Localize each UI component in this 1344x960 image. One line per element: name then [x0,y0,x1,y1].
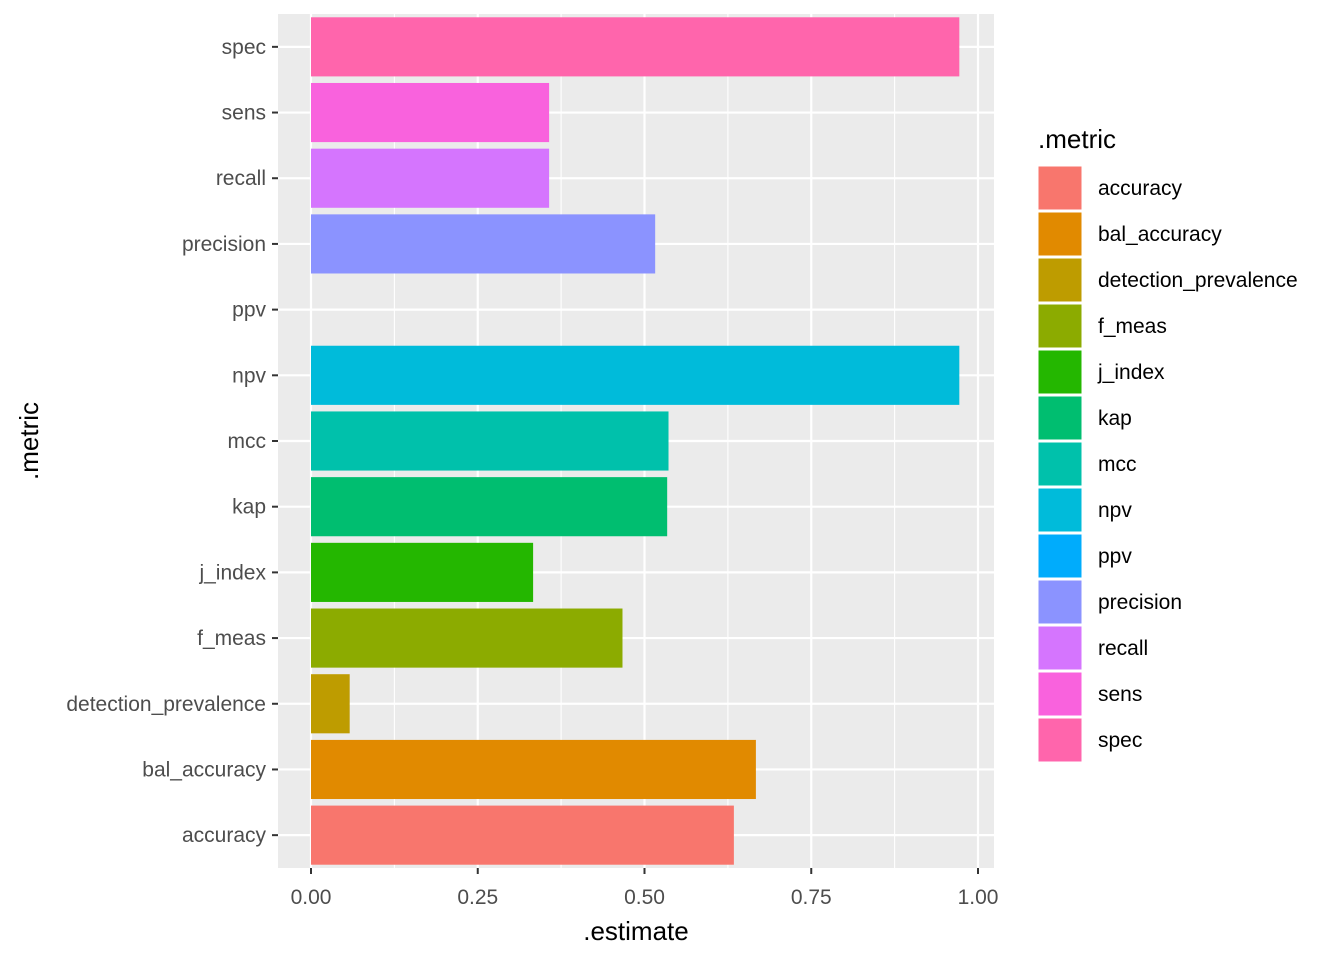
y-tick-label: precision [182,233,266,256]
legend-label: ppv [1098,545,1132,568]
y-tick-label: bal_accuracy [142,758,266,781]
bar-mcc [311,411,669,471]
legend-key-recall [1037,625,1083,671]
y-tick-label: ppv [232,299,266,322]
y-axis-title: .metric [14,402,44,480]
y-tick-label: kap [232,496,266,519]
y-tick-label: npv [232,364,266,387]
legend-key-precision [1037,579,1083,625]
y-tick-label: f_meas [197,627,266,650]
legend-label: npv [1098,499,1132,522]
legend-label: sens [1098,683,1142,706]
y-tick-label: recall [216,167,266,190]
legend-key-j-index [1037,349,1083,395]
bar-recall [311,148,550,208]
x-tick-label: 1.00 [958,886,999,909]
bar-npv [311,345,960,405]
x-tick-label: 0.75 [791,886,832,909]
bar-detection-prevalence [311,674,350,734]
bar-f-meas [311,608,623,668]
x-tick-label: 0.00 [291,886,332,909]
legend-key-sens [1037,671,1083,717]
legend-title: .metric [1038,124,1116,154]
bar-precision [311,214,656,274]
legend-key-accuracy [1037,165,1083,211]
legend-key-ppv [1037,533,1083,579]
y-tick-label: sens [222,102,266,125]
legend-label: kap [1098,407,1132,430]
legend-key-spec [1037,717,1083,763]
legend-label: detection_prevalence [1098,269,1298,292]
legend-label: precision [1098,591,1182,614]
legend-key-npv [1037,487,1083,533]
x-axis-title: .estimate [583,916,689,946]
legend-key-bal-accuracy [1037,211,1083,257]
y-tick-label: j_index [198,561,266,584]
y-tick-label: mcc [228,430,267,453]
legend-label: recall [1098,637,1148,660]
legend-label: j_index [1097,361,1165,384]
x-tick-label: 0.50 [624,886,665,909]
legend-label: bal_accuracy [1098,223,1222,246]
x-tick-label: 0.25 [457,886,498,909]
legend-label: accuracy [1098,177,1183,200]
bar-sens [311,82,550,143]
bar-accuracy [311,805,734,865]
legend-label: mcc [1098,453,1137,476]
y-tick-label: accuracy [182,824,267,847]
bar-j-index [311,542,534,602]
y-tick-label: detection_prevalence [66,693,266,716]
bar-bal-accuracy [311,739,756,800]
legend-key-f-meas [1037,303,1083,349]
legend-key-detection-prevalence [1037,257,1083,303]
legend-key-kap [1037,395,1083,441]
legend-key-mcc [1037,441,1083,487]
legend-label: f_meas [1098,315,1167,338]
bar-spec [311,17,960,77]
legend-label: spec [1098,729,1142,752]
y-tick-label: spec [222,36,266,59]
bar-kap [311,477,668,537]
